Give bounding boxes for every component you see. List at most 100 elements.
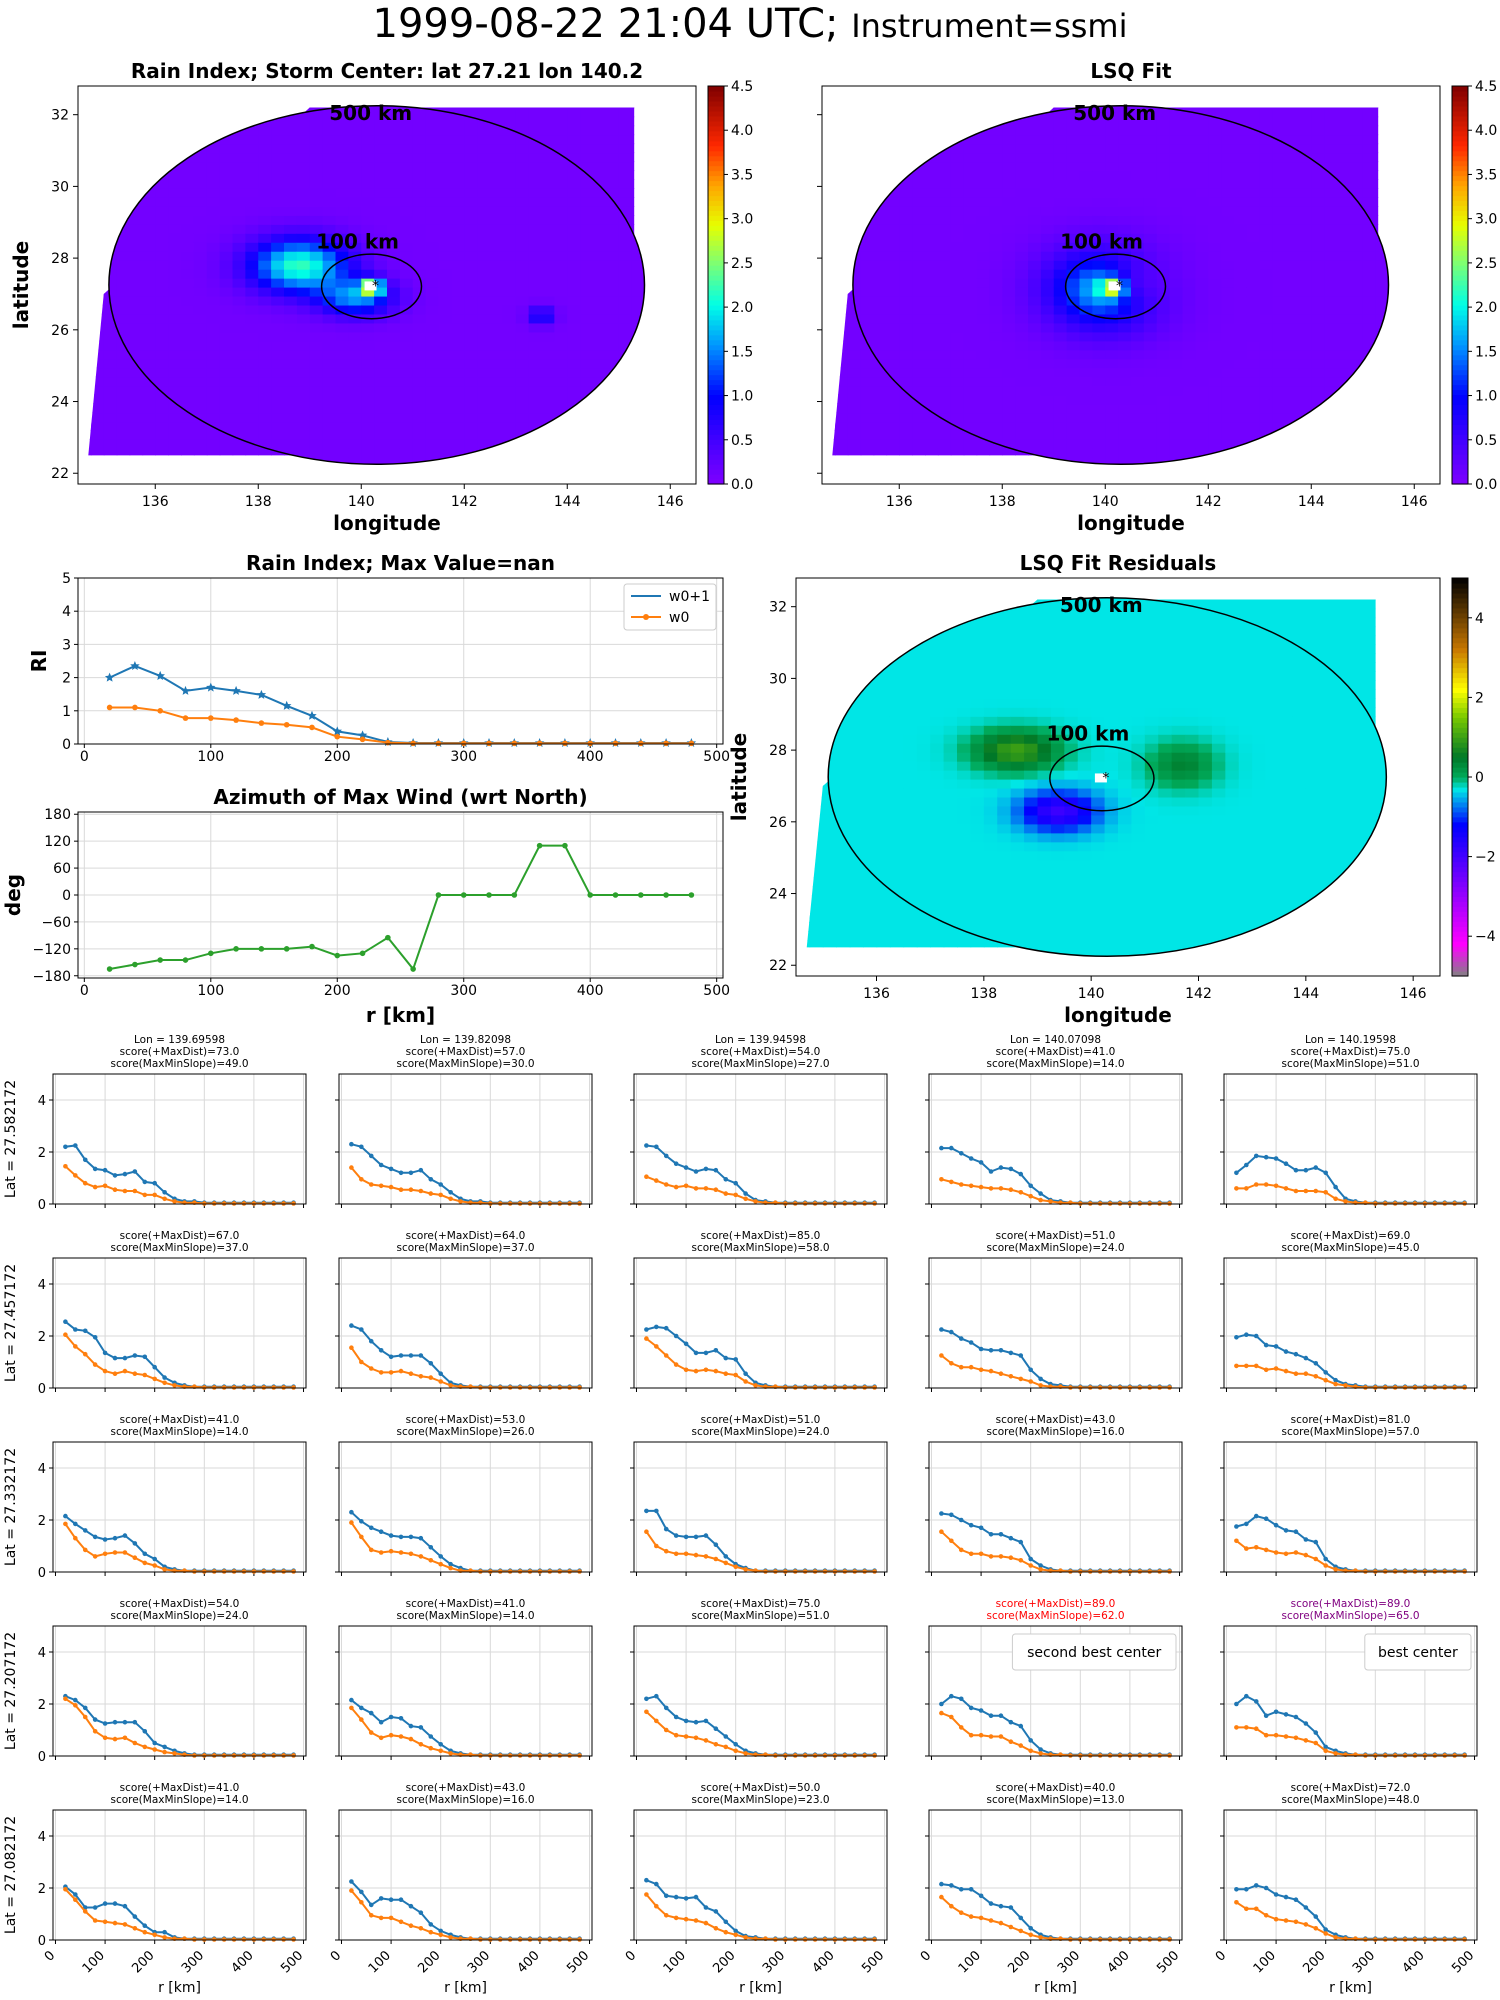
heatmap-cell	[335, 134, 350, 145]
heatmap-cell	[103, 250, 118, 261]
heatmap-cell	[1298, 241, 1313, 252]
heatmap-cell	[464, 107, 478, 118]
heatmap-cell	[1259, 304, 1274, 315]
heatmap-cell	[593, 250, 607, 261]
heatmap-cell	[1066, 286, 1081, 297]
heatmap-cell	[1118, 188, 1132, 198]
heatmap-cell	[863, 582, 877, 592]
heatmap-cell	[232, 188, 247, 198]
heatmap-cell	[876, 922, 891, 932]
heatmap-cell	[1143, 206, 1158, 216]
heatmap-cell	[233, 90, 247, 100]
heatmap-cell	[142, 125, 157, 136]
heatmap-cell	[129, 313, 144, 324]
heatmap-cell	[1324, 277, 1338, 288]
heatmap-cell	[1298, 340, 1313, 351]
heatmap-cell	[1002, 152, 1016, 163]
heatmap-cell	[1362, 250, 1377, 261]
heatmap-cell	[1182, 430, 1197, 440]
heatmap-cell	[1169, 412, 1184, 423]
heatmap-cell	[809, 725, 824, 735]
heatmap-cell	[1156, 143, 1171, 154]
heatmap-cell	[1427, 143, 1441, 153]
heatmap-cell	[950, 206, 965, 216]
heatmap-cell	[822, 90, 836, 100]
heatmap-cell	[580, 475, 594, 485]
heatmap-cell	[1092, 475, 1106, 485]
heatmap-cell	[206, 448, 221, 458]
heatmap-cell	[847, 143, 862, 154]
heatmap-cell	[1311, 349, 1325, 360]
heatmap-cell	[90, 385, 105, 396]
heatmap-cell	[645, 341, 659, 351]
heatmap-cell	[129, 277, 144, 288]
heatmap-cell	[103, 286, 118, 297]
heatmap-cell	[976, 331, 991, 342]
heatmap-cell	[860, 313, 875, 324]
heatmap-cell	[90, 367, 105, 378]
heatmap-cell	[925, 295, 939, 306]
heatmap-cell	[1234, 206, 1248, 216]
heatmap-cell	[683, 439, 697, 449]
heatmap-cell	[849, 778, 864, 789]
heatmap-cell	[103, 277, 118, 288]
heatmap-cell	[1079, 125, 1094, 136]
colorbar-tick-label: 4.5	[1475, 79, 1497, 95]
heatmap-cell	[834, 268, 849, 279]
heatmap-cell	[1002, 412, 1016, 423]
heatmap-cell	[834, 107, 849, 118]
heatmap-cell	[1079, 250, 1094, 261]
heatmap-cell	[593, 349, 607, 360]
heatmap-cell	[1208, 125, 1222, 136]
heatmap-cell	[1105, 286, 1119, 297]
heatmap-cell	[863, 850, 878, 861]
heatmap-cell	[1298, 466, 1312, 476]
heatmap-cell	[502, 197, 517, 207]
heatmap-cell	[1311, 322, 1325, 333]
heatmap-cell	[1375, 277, 1389, 288]
heatmap-cell	[950, 430, 965, 440]
heatmap-cell	[515, 277, 530, 288]
heatmap-cell	[1131, 304, 1145, 315]
heatmap-cell	[836, 751, 851, 762]
heatmap-cell	[645, 134, 659, 144]
heatmap-cell	[309, 367, 324, 378]
heatmap-cell	[1389, 385, 1403, 395]
heatmap-cell	[1414, 448, 1428, 458]
heatmap-cell	[618, 331, 633, 342]
colorbar-swatch	[1452, 414, 1468, 420]
heatmap-cell	[1079, 206, 1094, 216]
colorbar-swatch	[708, 230, 724, 236]
heatmap-cell	[117, 475, 131, 485]
heatmap-cell	[937, 313, 952, 324]
heatmap-cell	[103, 394, 118, 405]
heatmap-cell	[1195, 439, 1210, 449]
heatmap-cell	[515, 322, 530, 333]
heatmap-cell	[309, 385, 324, 396]
heatmap-cell	[361, 475, 375, 485]
heatmap-cell	[899, 457, 913, 465]
heatmap-cell	[1246, 304, 1261, 315]
heatmap-cell	[1002, 322, 1016, 333]
heatmap-cell	[605, 125, 620, 136]
heatmap-cell	[1169, 143, 1184, 154]
heatmap-cell	[232, 322, 247, 333]
heatmap-cell	[181, 466, 195, 476]
heatmap-cell	[168, 143, 182, 154]
heatmap-cell	[502, 376, 517, 387]
heatmap-cell	[809, 689, 824, 699]
heatmap-cell	[296, 116, 311, 127]
heatmap-cell	[976, 233, 991, 243]
heatmap-cell	[322, 340, 337, 351]
heatmap-cell	[899, 376, 913, 387]
heatmap-cell	[860, 322, 875, 333]
heatmap-cell	[886, 277, 901, 288]
heatmap-cell	[438, 233, 453, 243]
heatmap-cell	[412, 430, 427, 440]
heatmap-cell	[860, 439, 875, 449]
heatmap-cell	[232, 215, 247, 225]
heatmap-cell	[1066, 143, 1081, 154]
heatmap-cell	[1221, 304, 1235, 315]
heatmap-cell	[836, 877, 851, 888]
heatmap-cell	[258, 197, 272, 207]
